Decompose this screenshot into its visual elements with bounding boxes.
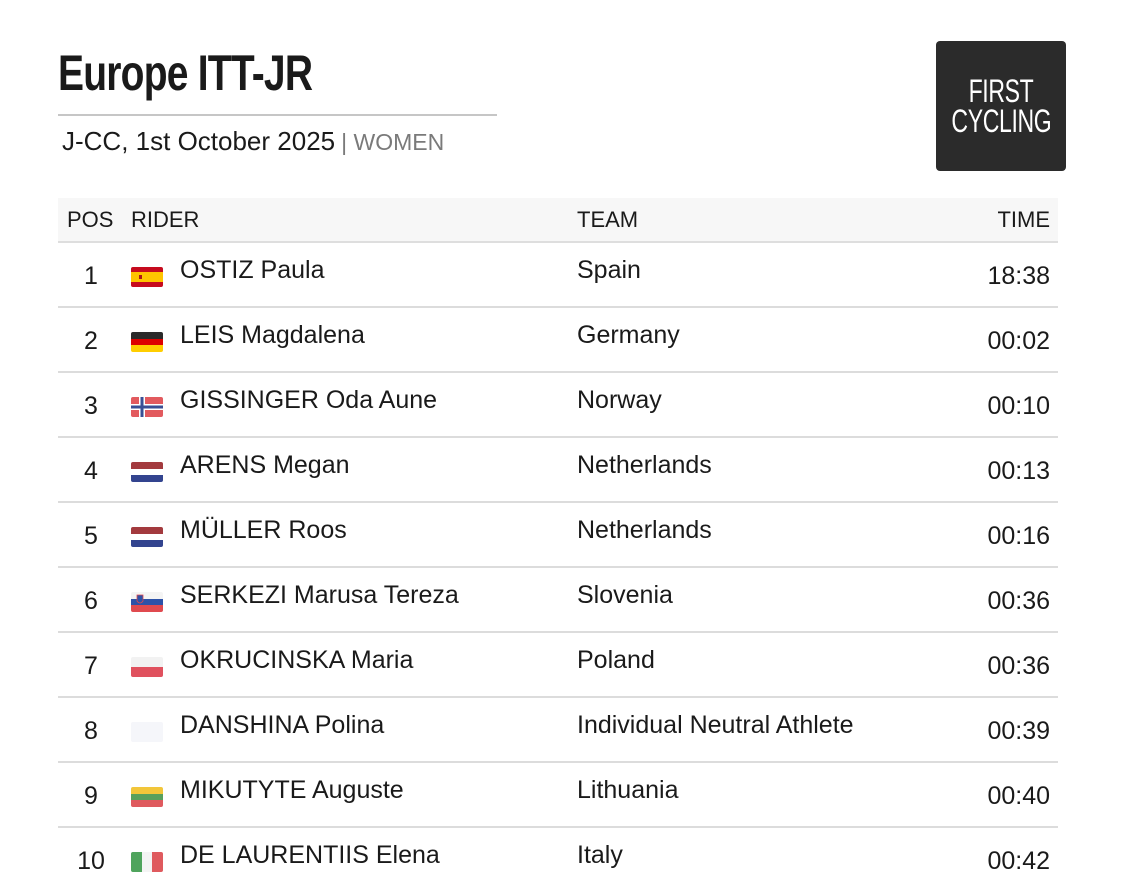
table-row: 6 SERKEZI Marusa Tereza Slovenia 00:36 [58, 568, 1058, 633]
team-name[interactable]: Lithuania [577, 776, 679, 804]
table-row: 9 MIKUTYTE Auguste Lithuania 00:40 [58, 763, 1058, 828]
team-name[interactable]: Italy [577, 841, 623, 869]
table-row: 8 DANSHINA Polina Individual Neutral Ath… [58, 698, 1058, 763]
finish-time: 00:40 [987, 782, 1050, 810]
finish-time: 00:36 [987, 652, 1050, 680]
rider-name[interactable]: MIKUTYTE Auguste [180, 776, 404, 804]
netherlands-flag-icon [131, 462, 163, 482]
team-name[interactable]: Germany [577, 321, 680, 349]
row-position: 4 [84, 457, 98, 485]
row-position: 9 [84, 782, 98, 810]
table-row: 3 GISSINGER Oda Aune Norway 00:10 [58, 373, 1058, 438]
table-header: POS RIDER TEAM TIME [58, 198, 1058, 243]
rider-name[interactable]: MÜLLER Roos [180, 516, 347, 544]
table-row: 5 MÜLLER Roos Netherlands 00:16 [58, 503, 1058, 568]
rider-name[interactable]: DANSHINA Polina [180, 711, 385, 739]
logo-line-cycling: CYCLING [951, 103, 1051, 139]
header-team: TEAM [577, 207, 639, 232]
row-position: 5 [84, 522, 98, 550]
table-row: 10 DE LAURENTIIS Elena Italy 00:42 [58, 828, 1058, 891]
row-position: 2 [84, 327, 98, 355]
rider-name[interactable]: OSTIZ Paula [180, 256, 325, 284]
table-row: 1 OSTIZ Paula Spain 18:38 [58, 243, 1058, 308]
row-position: 6 [84, 587, 98, 615]
title-divider [58, 114, 497, 116]
rider-name[interactable]: LEIS Magdalena [180, 321, 365, 349]
header-pos: POS [67, 207, 114, 232]
row-position: 8 [84, 717, 98, 745]
norway-flag-icon [131, 397, 163, 417]
table-row: 2 LEIS Magdalena Germany 00:02 [58, 308, 1058, 373]
race-date: J-CC, 1st October 2025 [62, 126, 336, 156]
race-subtitle: J-CC, 1st October 2025 | WOMEN [62, 124, 444, 159]
slovenia-flag-icon [131, 592, 163, 612]
finish-time: 00:42 [987, 847, 1050, 875]
rider-name[interactable]: SERKEZI Marusa Tereza [180, 581, 459, 609]
header-rider: RIDER [131, 207, 200, 232]
row-position: 7 [84, 652, 98, 680]
team-name[interactable]: Spain [577, 256, 641, 284]
neutral-flag-icon [131, 722, 163, 742]
rider-name[interactable]: GISSINGER Oda Aune [180, 386, 438, 414]
germany-flag-icon [131, 332, 163, 352]
italy-flag-icon [131, 852, 163, 872]
finish-time: 18:38 [987, 262, 1050, 290]
table-row: 7 OKRUCINSKA Maria Poland 00:36 [58, 633, 1058, 698]
logo-line-first: FIRST [968, 73, 1034, 109]
team-name[interactable]: Norway [577, 386, 662, 414]
table-row: 4 ARENS Megan Netherlands 00:13 [58, 438, 1058, 503]
rider-name[interactable]: OKRUCINSKA Maria [180, 646, 414, 674]
team-name[interactable]: Slovenia [577, 581, 673, 609]
row-position: 3 [84, 392, 98, 420]
finish-time: 00:10 [987, 392, 1050, 420]
spain-flag-icon [131, 267, 163, 287]
finish-time: 00:16 [987, 522, 1050, 550]
team-name[interactable]: Netherlands [577, 516, 712, 544]
finish-time: 00:39 [987, 717, 1050, 745]
row-position: 1 [84, 262, 98, 290]
header-time: TIME [997, 207, 1050, 232]
rider-name[interactable]: DE LAURENTIIS Elena [180, 841, 440, 869]
results-table: POS RIDER TEAM TIME 1 OSTIZ Paula Spain … [58, 198, 1058, 891]
page-title: Europe ITT-JR [58, 45, 313, 101]
finish-time: 00:13 [987, 457, 1050, 485]
netherlands-flag-icon [131, 527, 163, 547]
finish-time: 00:36 [987, 587, 1050, 615]
firstcycling-logo[interactable]: FIRST CYCLING [936, 41, 1066, 171]
team-name[interactable]: Individual Neutral Athlete [577, 711, 854, 739]
rider-name[interactable]: ARENS Megan [180, 451, 350, 479]
row-position: 10 [77, 847, 105, 875]
lithuania-flag-icon [131, 787, 163, 807]
poland-flag-icon [131, 657, 163, 677]
team-name[interactable]: Netherlands [577, 451, 712, 479]
race-category: | WOMEN [341, 129, 445, 155]
team-name[interactable]: Poland [577, 646, 655, 674]
finish-time: 00:02 [987, 327, 1050, 355]
